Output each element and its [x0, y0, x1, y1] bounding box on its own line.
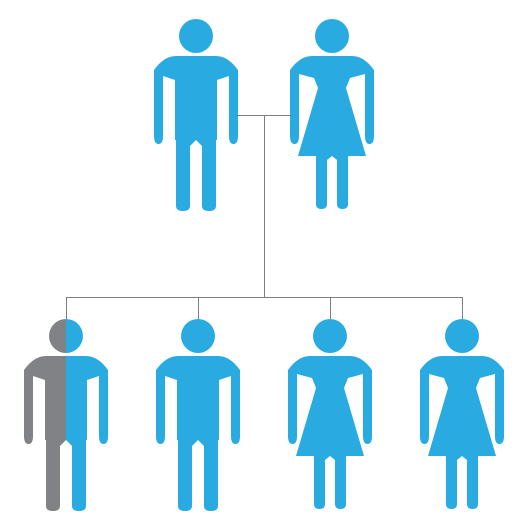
connector-line [66, 297, 67, 319]
connector-line [264, 115, 265, 297]
male-figure-child-0 [22, 318, 110, 512]
connector-line [330, 297, 331, 319]
female-figure-mother [288, 18, 376, 212]
connector-line [198, 297, 199, 319]
female-figure-child-3 [418, 318, 506, 512]
connector-line [462, 297, 463, 319]
male-figure-father [152, 18, 240, 212]
female-figure-child-2 [286, 318, 374, 512]
male-figure-child-1 [154, 318, 242, 512]
connector-line [66, 297, 462, 298]
